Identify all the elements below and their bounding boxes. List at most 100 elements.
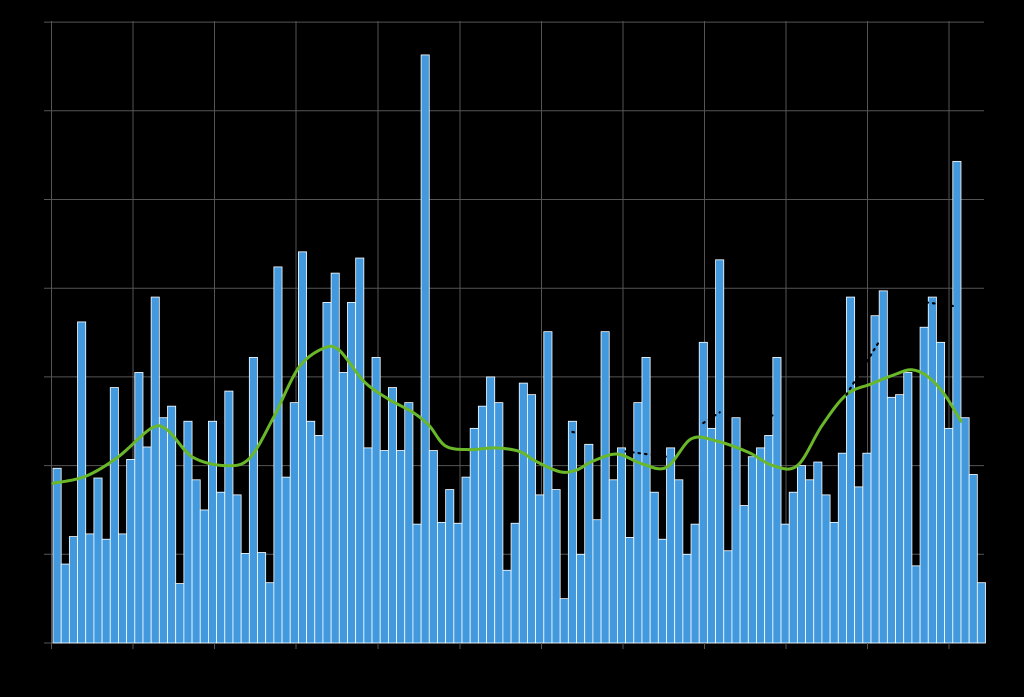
bar xyxy=(927,296,937,644)
bar xyxy=(248,356,258,644)
bar xyxy=(216,491,226,644)
bar xyxy=(118,533,128,644)
bar xyxy=(142,446,152,644)
bar xyxy=(772,356,782,644)
trend-lines xyxy=(51,300,963,485)
bar xyxy=(404,402,414,644)
bar xyxy=(747,456,757,644)
bar xyxy=(837,452,847,644)
bar xyxy=(903,372,913,644)
bar xyxy=(281,476,291,644)
bar xyxy=(551,489,561,644)
bar xyxy=(796,465,806,644)
bars xyxy=(52,54,986,644)
bar xyxy=(854,486,864,644)
bar xyxy=(461,476,471,644)
bar xyxy=(232,494,242,644)
bar xyxy=(674,479,684,644)
dotted-trend-line xyxy=(918,300,954,308)
bar xyxy=(134,372,144,644)
bar xyxy=(306,420,316,644)
bar xyxy=(666,447,676,644)
bar xyxy=(199,509,209,644)
bar xyxy=(608,479,618,644)
bar xyxy=(707,427,716,644)
bar xyxy=(543,331,553,644)
bar xyxy=(527,394,537,644)
bar xyxy=(314,435,324,644)
bar xyxy=(600,331,610,644)
bar xyxy=(68,536,78,644)
bar xyxy=(175,583,185,644)
bar xyxy=(502,569,512,644)
bar xyxy=(52,467,62,644)
bar xyxy=(289,402,299,644)
bar xyxy=(322,301,332,644)
bar xyxy=(739,505,749,644)
bar xyxy=(445,489,455,644)
bar xyxy=(576,553,586,644)
bar xyxy=(788,491,798,644)
bar xyxy=(584,443,594,644)
bar xyxy=(420,54,430,644)
bar xyxy=(870,315,880,644)
bar xyxy=(723,550,733,644)
bar xyxy=(273,266,283,644)
bar xyxy=(911,565,921,644)
dotted-trend-line xyxy=(624,450,668,458)
bar xyxy=(846,296,856,644)
bar xyxy=(347,301,357,644)
bar xyxy=(633,402,643,644)
bar xyxy=(715,259,725,644)
bar xyxy=(486,376,496,644)
bar xyxy=(944,427,954,644)
dotted-trend-line xyxy=(571,430,603,441)
bar xyxy=(60,563,70,644)
bar xyxy=(617,447,626,644)
dotted-trend-line xyxy=(763,412,779,418)
bar xyxy=(960,417,970,644)
bar xyxy=(592,519,602,644)
bar xyxy=(518,382,528,644)
bar xyxy=(437,521,447,644)
bar xyxy=(649,491,659,644)
bar xyxy=(886,396,896,644)
bar xyxy=(240,553,250,644)
bar xyxy=(167,405,177,644)
bar xyxy=(191,479,201,644)
bar xyxy=(510,522,520,644)
bar xyxy=(469,427,479,644)
bar xyxy=(756,447,766,644)
bar xyxy=(93,477,103,644)
bar xyxy=(829,521,839,644)
bar xyxy=(224,390,234,644)
bar xyxy=(821,494,831,644)
bar xyxy=(330,272,340,644)
bar xyxy=(371,356,381,644)
bar xyxy=(338,372,348,644)
bar xyxy=(477,405,487,644)
bar xyxy=(878,290,888,644)
bar xyxy=(976,582,986,644)
bar xyxy=(567,420,577,644)
bar xyxy=(625,537,635,644)
bar xyxy=(109,387,119,644)
bar xyxy=(363,447,373,644)
bar xyxy=(862,452,872,644)
bar xyxy=(813,461,823,644)
bar xyxy=(379,450,389,644)
smooth-trend-line xyxy=(51,344,963,485)
bar xyxy=(453,522,463,644)
bar xyxy=(126,458,136,644)
bar xyxy=(265,582,275,644)
bar xyxy=(396,450,406,644)
bar xyxy=(257,552,267,644)
bar xyxy=(805,479,815,644)
bar xyxy=(412,523,422,644)
bar xyxy=(952,160,962,644)
bar xyxy=(535,494,545,644)
bar xyxy=(101,538,111,644)
bar xyxy=(968,474,978,644)
